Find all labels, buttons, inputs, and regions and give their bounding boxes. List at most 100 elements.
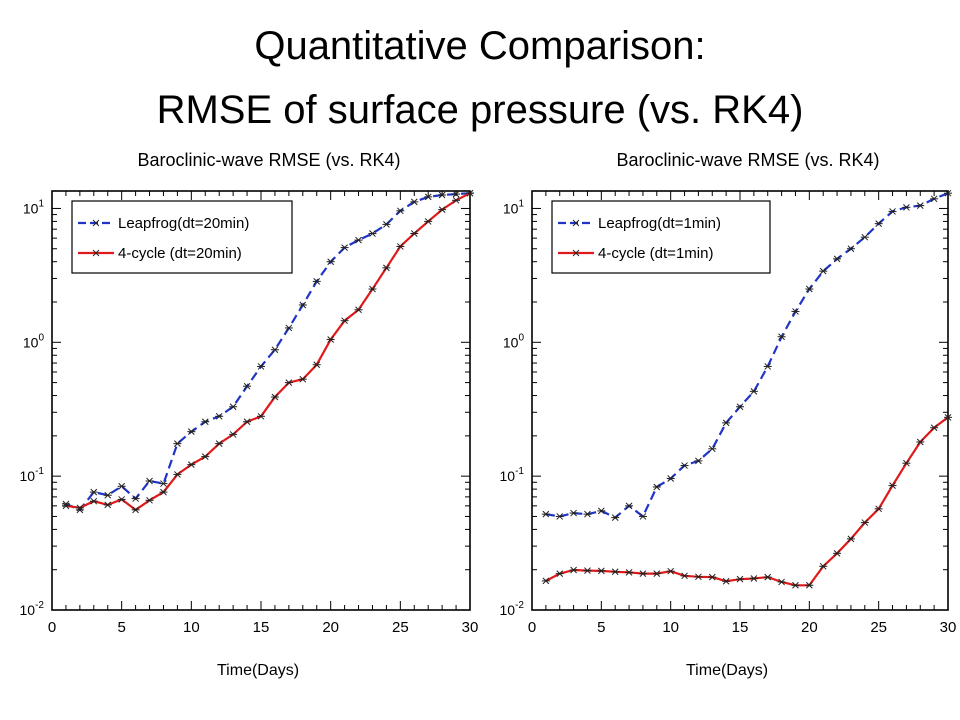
data-point <box>722 577 731 585</box>
legend-marker <box>572 219 580 227</box>
data-point <box>201 453 210 460</box>
data-point <box>708 573 717 581</box>
legend-label: Leapfrog(dt=20min) <box>118 215 249 232</box>
data-point <box>930 424 939 432</box>
data-point <box>583 567 592 574</box>
data-point <box>694 457 703 465</box>
data-point <box>680 462 689 469</box>
data-point <box>805 581 814 589</box>
data-point <box>680 572 689 580</box>
data-point <box>916 202 925 209</box>
data-point <box>791 308 800 315</box>
data-point <box>944 413 952 421</box>
y-tick-label: 10-2 <box>20 600 45 618</box>
data-point <box>846 245 855 253</box>
data-point <box>117 496 126 503</box>
data-point <box>173 471 182 478</box>
data-point <box>652 483 661 491</box>
data-point <box>860 519 869 526</box>
data-point <box>541 510 550 518</box>
data-point <box>874 220 883 227</box>
data-point <box>625 569 634 576</box>
data-point <box>944 189 952 197</box>
data-point <box>187 461 196 468</box>
data-point <box>340 244 349 251</box>
legend-label: 4-cycle (dt=20min) <box>118 245 242 262</box>
data-point <box>131 495 140 502</box>
data-point <box>117 482 126 490</box>
y-tick-label: 10-2 <box>500 600 525 618</box>
data-point <box>326 258 335 266</box>
data-point <box>438 191 447 199</box>
data-point <box>583 510 592 518</box>
data-point <box>284 324 293 332</box>
data-point <box>89 488 98 496</box>
data-point <box>736 575 744 583</box>
data-point <box>888 208 897 215</box>
x-tick-label: 30 <box>940 619 957 636</box>
legend-label: Leapfrog(dt=1min) <box>598 215 721 232</box>
data-point <box>145 496 154 504</box>
data-point <box>694 573 703 581</box>
data-point <box>611 568 620 576</box>
data-point <box>652 570 661 577</box>
x-tick-label: 15 <box>732 619 749 636</box>
x-ticks <box>51 191 471 610</box>
data-point <box>89 497 98 505</box>
data-point <box>736 403 744 411</box>
data-point <box>763 573 772 581</box>
data-point <box>777 578 786 586</box>
data-point <box>368 285 377 293</box>
data-point <box>708 445 717 453</box>
chart-leapfrog-vs-4cycle-dt20: Baroclinic-wave RMSE (vs. RK4) 0 5 10 15 20 25… <box>20 150 479 636</box>
x-tick-label: 20 <box>322 619 339 636</box>
data-point <box>354 306 363 314</box>
data-point <box>243 382 252 390</box>
data-point <box>541 577 550 585</box>
data-point <box>555 570 564 577</box>
chart-title: Baroclinic-wave RMSE (vs. RK4) <box>616 150 879 170</box>
x-tick-label: 10 <box>183 619 200 636</box>
series-four-cycle <box>61 189 474 514</box>
data-point <box>173 440 182 447</box>
slide-title-line-2: RMSE of surface pressure (vs. RK4) <box>156 88 804 132</box>
data-point <box>270 393 279 401</box>
legend-label: 4-cycle (dt=1min) <box>598 245 713 262</box>
data-point <box>312 361 321 369</box>
data-point <box>270 346 279 354</box>
data-point <box>763 363 772 370</box>
data-point <box>103 501 112 509</box>
data-point <box>438 206 447 213</box>
data-point <box>833 549 842 557</box>
data-point <box>749 388 758 395</box>
data-point <box>187 428 196 436</box>
x-tick-label: 15 <box>253 619 270 636</box>
data-point <box>791 581 800 589</box>
chart-leapfrog-vs-4cycle-dt1: Baroclinic-wave RMSE (vs. RK4) 0 5 10 15 20 25… <box>500 150 957 636</box>
data-point <box>229 431 238 438</box>
x-axis-caption-right: Time(Days) <box>686 662 769 679</box>
y-tick-label: 10-1 <box>500 466 525 484</box>
series-line <box>545 416 949 587</box>
legend-marker <box>572 249 580 257</box>
data-point <box>860 233 869 241</box>
data-point <box>257 412 265 420</box>
data-point <box>396 207 405 215</box>
data-point <box>215 412 224 420</box>
data-point <box>555 513 564 520</box>
data-point <box>215 440 224 447</box>
x-axis-caption-left: Time(Days) <box>217 662 300 679</box>
x-tick-label: 10 <box>662 619 679 636</box>
legend: Leapfrog(dt=1min) 4-cycle (dt=1min) <box>551 200 771 274</box>
data-point <box>382 264 391 272</box>
series-four-cycle <box>541 413 952 589</box>
legend-marker <box>92 249 100 257</box>
data-point <box>354 236 363 244</box>
data-point <box>229 403 238 411</box>
data-point <box>340 317 349 325</box>
y-tick-label: 100 <box>23 332 45 350</box>
x-tick-label: 0 <box>48 619 56 636</box>
y-tick-label: 100 <box>503 332 525 350</box>
data-point <box>569 566 578 574</box>
data-point <box>625 502 634 510</box>
